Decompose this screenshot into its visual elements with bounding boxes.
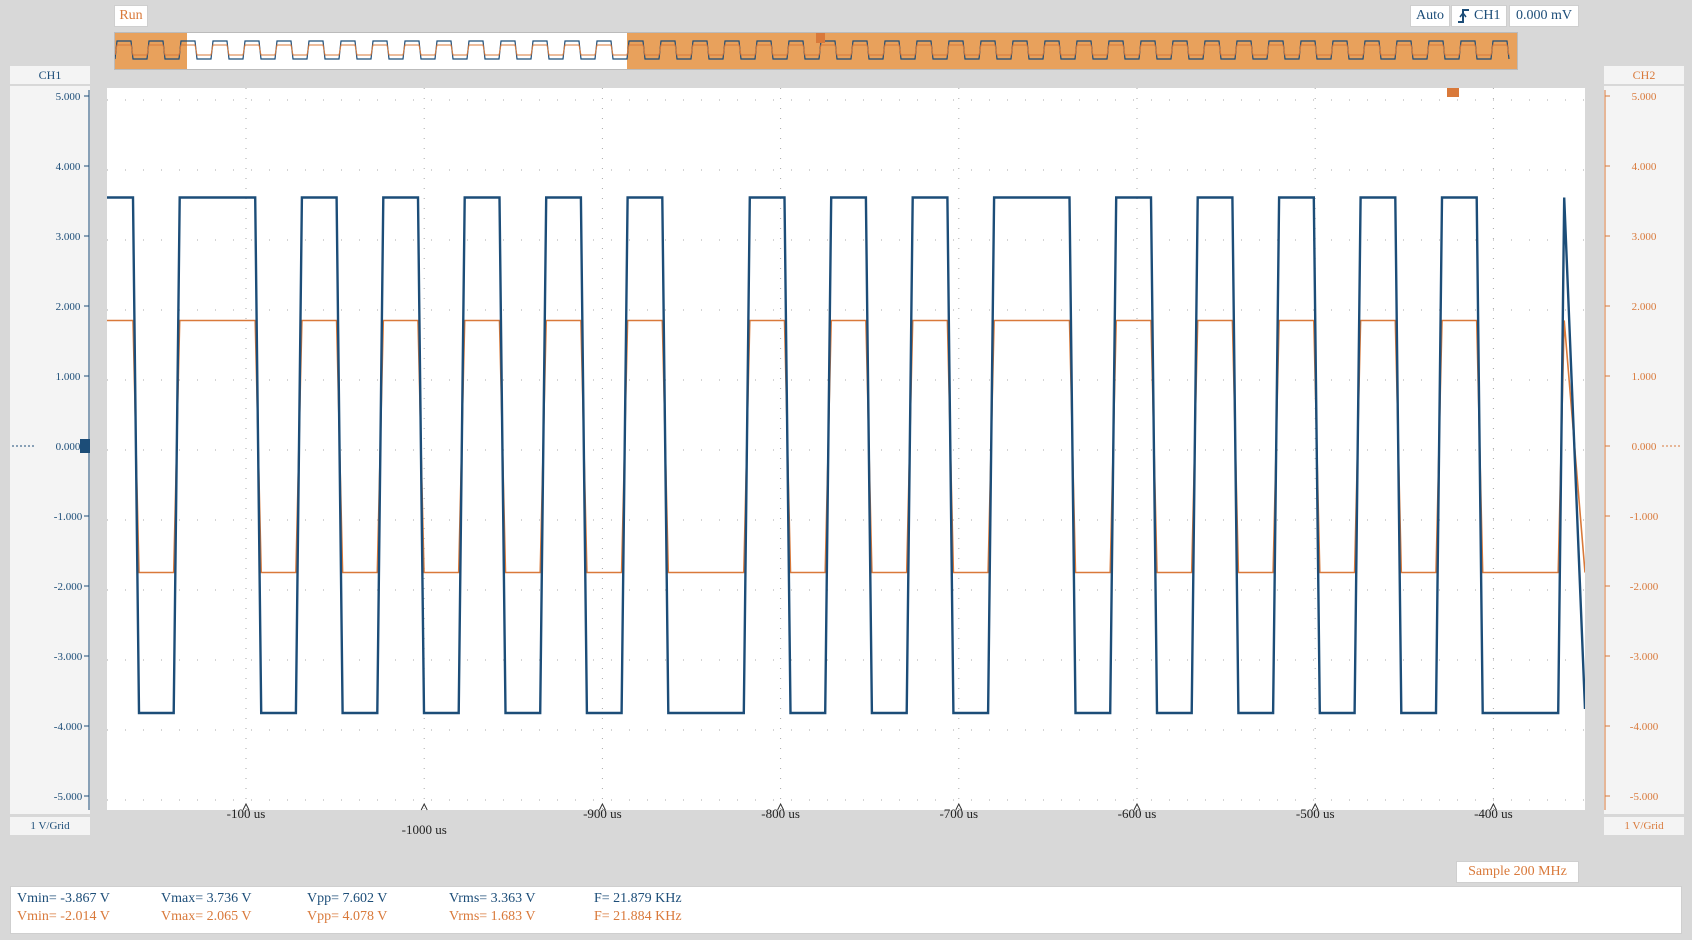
ch2-scale[interactable]: 1 V/Grid [1604,817,1684,835]
ch2-trace [107,319,1586,574]
overview-waveform [114,33,1517,69]
overview-ch2-trace [114,44,1510,56]
ch1-vrms: Vrms= 3.363 V [449,891,536,906]
axis-tick-label: 0.000 [1632,441,1657,453]
axis-tick-label: 2.000 [1632,301,1657,313]
time-tick-marker [420,802,428,811]
trigger-mode-button[interactable]: Auto [1410,5,1450,27]
time-tick-marker [1489,802,1497,811]
ch1-offset-marker-icon [80,439,92,453]
time-axis: -100 us -1000 us -900 us -800 us -700 us -600… [227,802,1513,837]
axis-tick-label: -4.000 [54,721,83,733]
ch1-trace [107,196,1587,715]
ch2-axis: 5.000 4.000 3.000 2.000 1.000 0.000 -1.000 -2.0… [1604,90,1682,810]
scope-waveforms [107,88,1587,810]
axis-tick-label: 5.000 [56,91,81,103]
time-tick-label: -700 us [939,806,978,821]
ch2-label[interactable]: CH2 [1604,66,1684,84]
axis-tick-label: 2.000 [56,301,81,313]
sample-rate-button[interactable]: Sample 200 MHz [1456,861,1579,883]
run-status-button[interactable]: Run [114,5,148,27]
time-tick-label: -600 us [1118,806,1157,821]
axis-tick-label: 1.000 [56,371,81,383]
time-tick-marker [1311,802,1319,811]
rising-edge-icon [1458,9,1469,23]
axis-tick-label: 4.000 [56,161,81,173]
ch1-scale[interactable]: 1 V/Grid [10,817,90,835]
time-tick-marker [955,802,963,811]
time-tick-label: -800 us [761,806,800,821]
trigger-level-field[interactable]: 0.000 mV [1509,5,1579,27]
axis-tick-label: -5.000 [1630,791,1659,803]
axis-tick-label: 4.000 [1632,161,1657,173]
ch2-axis-strip: 5.000 4.000 3.000 2.000 1.000 0.000 -1.000 -2.0… [1604,86,1684,814]
ch2-vrms: Vrms= 1.683 V [449,909,536,924]
ch1-label[interactable]: CH1 [10,66,90,84]
ch2-vmax: Vmax= 2.065 V [161,909,252,924]
time-tick-label: -400 us [1474,806,1513,821]
time-tick-label: -900 us [583,806,622,821]
trigger-source-button[interactable]: CH1 [1451,5,1507,27]
axis-tick-label: 3.000 [1632,231,1657,243]
time-tick-label: -100 us [227,806,266,821]
ch1-axis-strip: 5.000 4.000 3.000 2.000 1.000 0.000 -1.000 -2.0… [10,86,92,814]
ch2-freq: F= 21.884 KHz [594,909,682,924]
ch1-freq: F= 21.879 KHz [594,891,682,906]
time-tick-marker [242,802,250,811]
axis-tick-label: 5.000 [1632,91,1657,103]
ch1-vpp: Vpp= 7.602 V [307,891,388,906]
ch1-vmin: Vmin= -3.867 V [17,891,110,906]
axis-tick-label: -2.000 [1630,581,1659,593]
measurements-panel: Vmin= -3.867 V Vmax= 3.736 V Vpp= 7.602 … [10,886,1682,934]
ch1-axis: 5.000 4.000 3.000 2.000 1.000 0.000 -1.000 -2.0… [12,90,92,810]
ch2-vmin: Vmin= -2.014 V [17,909,110,924]
axis-tick-label: -1.000 [54,511,83,523]
axis-tick-label: -2.000 [54,581,83,593]
ch2-vpp: Vpp= 4.078 V [307,909,388,924]
time-tick-marker [598,802,606,811]
axis-tick-label: 1.000 [1632,371,1657,383]
axis-tick-label: 0.000 [56,441,81,453]
time-tick-marker [777,802,785,811]
axis-tick-label: 3.000 [56,231,81,243]
time-tick-label: -1000 us [402,822,447,837]
axis-tick-label: -5.000 [54,791,83,803]
time-tick-marker [1133,802,1141,811]
overview-window [115,33,187,69]
axis-tick-label: -3.000 [1630,651,1659,663]
ch1-vmax: Vmax= 3.736 V [161,891,252,906]
axis-tick-label: -3.000 [54,651,83,663]
axis-tick-label: -1.000 [1630,511,1659,523]
axis-tick-label: -4.000 [1630,721,1659,733]
overview-window [627,33,1517,69]
trigger-position-icon [816,33,825,43]
trigger-source-label: CH1 [1474,8,1501,23]
time-tick-label: -500 us [1296,806,1335,821]
ch2-marker-icon [1447,88,1459,97]
waveform-overview[interactable] [114,32,1518,70]
scope-display[interactable] [107,88,1587,810]
overview-ch1-trace [114,40,1510,60]
